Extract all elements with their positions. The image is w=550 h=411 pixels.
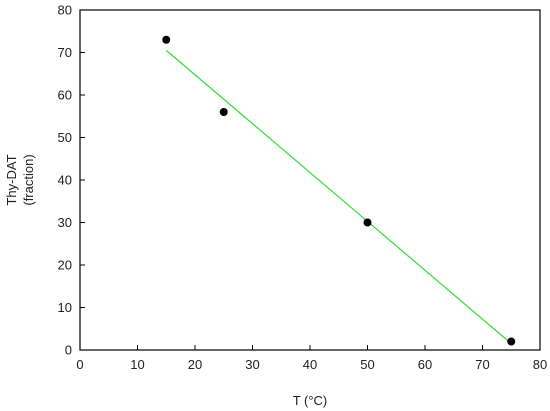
y-tick-label: 60 xyxy=(58,88,72,103)
x-tick-label: 10 xyxy=(130,357,144,372)
y-tick-label: 50 xyxy=(58,130,72,145)
y-tick-label: 40 xyxy=(58,173,72,188)
y-axis-ticks: 0 10 20 30 40 50 60 70 80 xyxy=(58,3,85,358)
data-points xyxy=(162,35,516,346)
data-point xyxy=(162,35,171,44)
y-tick-label: 0 xyxy=(65,343,72,358)
fit-line xyxy=(165,49,512,345)
x-tick-label: 0 xyxy=(76,357,83,372)
x-tick-label: 80 xyxy=(533,357,547,372)
data-point xyxy=(219,108,228,116)
x-tick-label: 30 xyxy=(245,357,259,372)
y-tick-label: 10 xyxy=(58,300,72,315)
y-tick-label: 80 xyxy=(58,3,72,18)
x-tick-label: 20 xyxy=(188,357,202,372)
x-tick-label: 60 xyxy=(418,357,432,372)
data-point xyxy=(363,218,372,227)
plot-frame xyxy=(79,9,541,351)
y-tick-label: 20 xyxy=(58,258,72,273)
y-tick-label: 70 xyxy=(58,45,72,60)
y-axis-title-line1: Thy-DAT xyxy=(4,154,19,205)
y-axis-title-line2: (fraction) xyxy=(21,154,36,205)
x-tick-label: 50 xyxy=(360,357,374,372)
x-axis-title: T (°C) xyxy=(293,393,328,408)
data-point xyxy=(507,337,516,346)
y-tick-label: 30 xyxy=(58,215,72,230)
x-tick-label: 40 xyxy=(303,357,317,372)
x-tick-label: 70 xyxy=(475,357,489,372)
x-axis-ticks: 0 10 20 30 40 50 60 70 80 xyxy=(76,345,547,372)
